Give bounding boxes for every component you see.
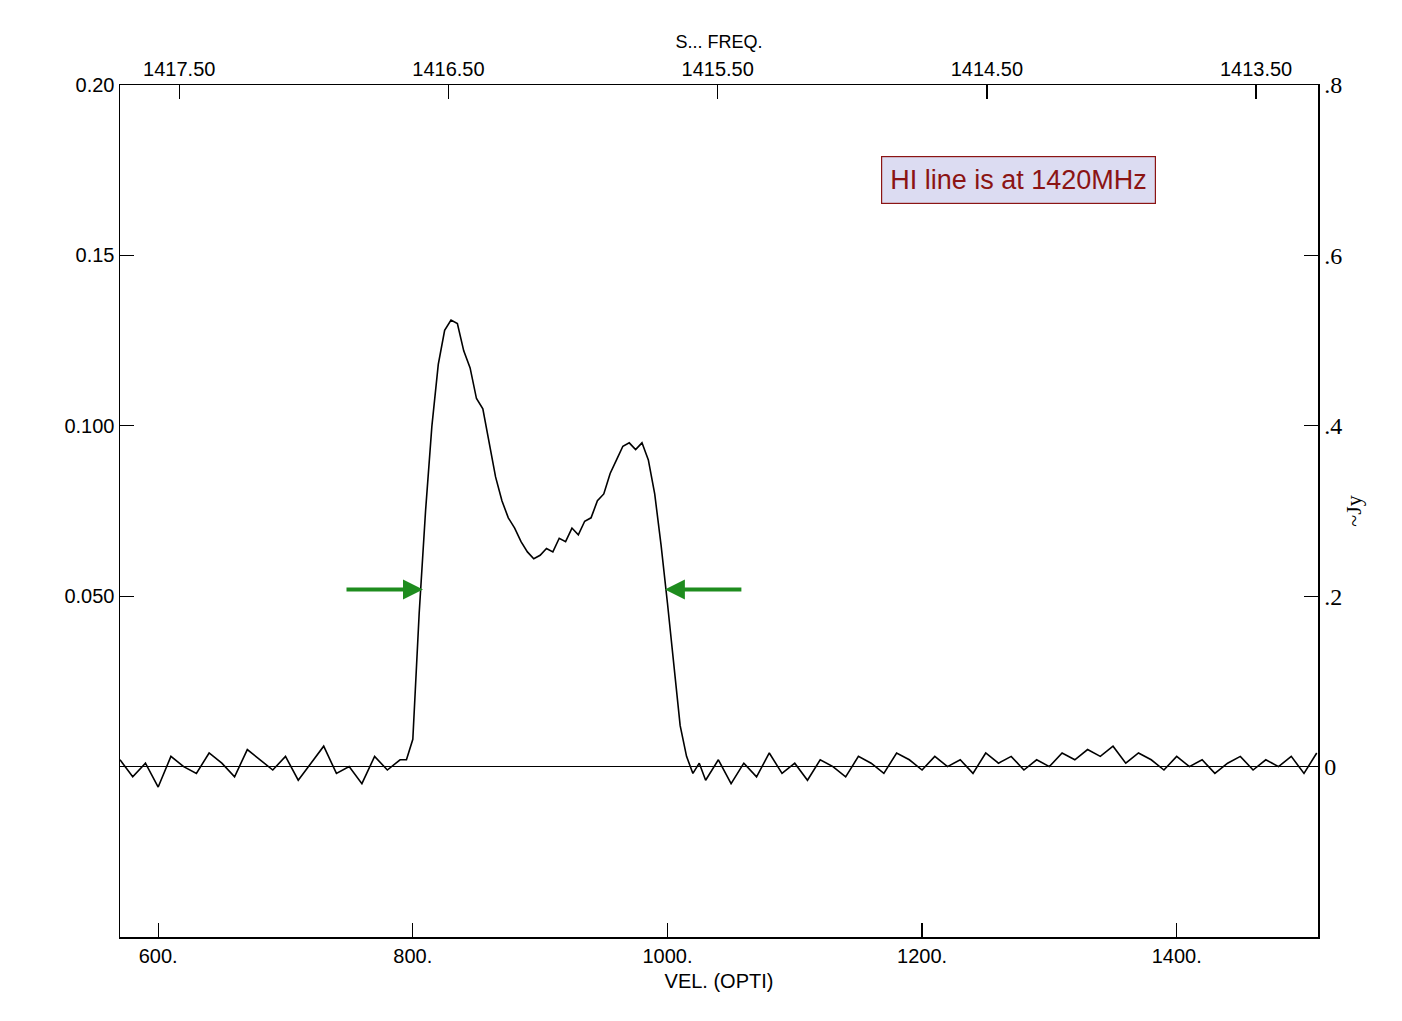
svg-text:VEL. (OPTI): VEL. (OPTI)	[665, 970, 774, 992]
svg-text:600.: 600.	[139, 945, 178, 967]
svg-text:0.20: 0.20	[76, 74, 115, 96]
svg-text:1413.50: 1413.50	[1220, 58, 1292, 80]
svg-text:0.15: 0.15	[76, 244, 115, 266]
svg-text:0: 0	[1324, 754, 1336, 780]
svg-text:1200.: 1200.	[897, 945, 947, 967]
svg-text:0.050: 0.050	[64, 585, 114, 607]
svg-text:1000.: 1000.	[642, 945, 692, 967]
svg-text:HI line is at 1420MHz: HI line is at 1420MHz	[890, 165, 1147, 195]
svg-text:S... FREQ.: S... FREQ.	[675, 32, 762, 52]
svg-text:1417.50: 1417.50	[143, 58, 215, 80]
svg-text:~Jy: ~Jy	[1341, 495, 1366, 526]
svg-text:0.100: 0.100	[64, 415, 114, 437]
svg-text:.2: .2	[1324, 584, 1342, 610]
svg-text:1415.50: 1415.50	[682, 58, 754, 80]
svg-text:.4: .4	[1324, 413, 1342, 439]
svg-text:1400.: 1400.	[1152, 945, 1202, 967]
svg-text:800.: 800.	[393, 945, 432, 967]
svg-text:.6: .6	[1324, 243, 1342, 269]
svg-text:1416.50: 1416.50	[412, 58, 484, 80]
svg-text:1414.50: 1414.50	[951, 58, 1023, 80]
svg-text:.8: .8	[1324, 72, 1342, 98]
